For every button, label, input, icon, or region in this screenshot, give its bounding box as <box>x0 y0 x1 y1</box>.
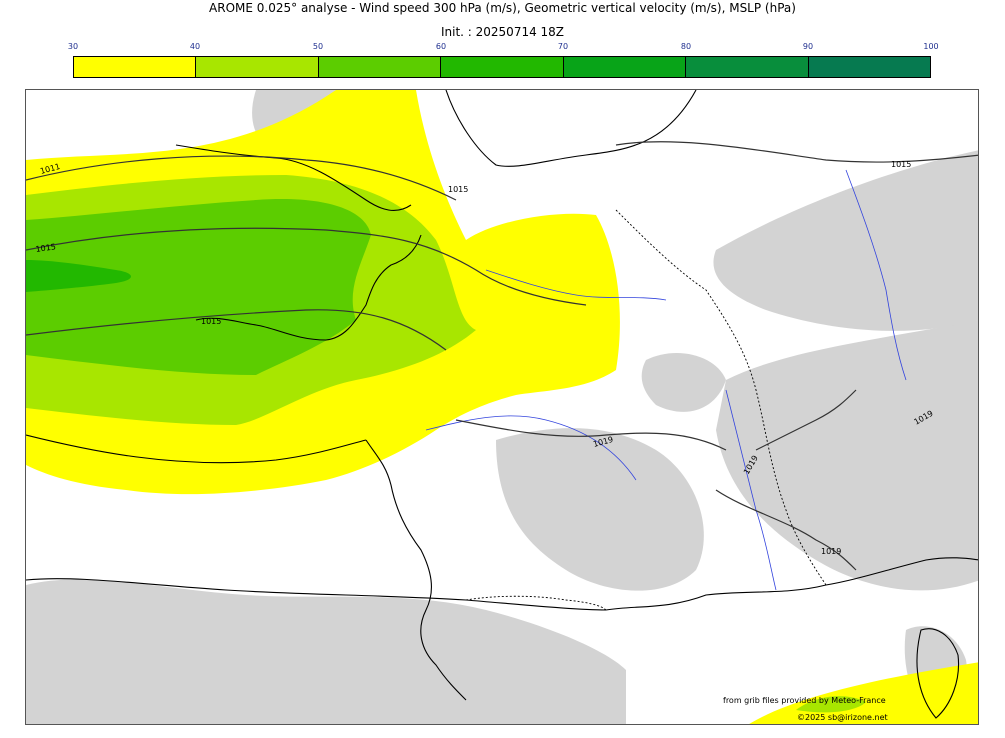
isobar-1019-b <box>715 489 857 571</box>
river-seine <box>485 269 667 301</box>
coastline-mediterranean <box>605 557 978 611</box>
river-loire <box>425 415 637 481</box>
isobar-label-1015-brittany: 1015 <box>201 317 221 326</box>
colorbar-tick-70: 70 <box>557 42 569 51</box>
coastline-atlantic <box>365 439 467 701</box>
coastline-channel-south <box>195 234 422 341</box>
rivers <box>425 169 907 591</box>
country-borders <box>465 209 827 611</box>
colorbar-tick-40: 40 <box>189 42 201 51</box>
isobar-1011 <box>26 155 457 201</box>
isobar-label-1015-west: 1015 <box>35 242 56 254</box>
river-rhine <box>845 169 907 381</box>
shading-massif-central <box>496 428 704 591</box>
isobar-1015-b <box>26 309 447 351</box>
colorbar-segment-90-100 <box>808 57 930 77</box>
mslp-isobars <box>26 141 978 571</box>
isobar-1015-a <box>26 227 587 306</box>
coastlines <box>26 90 978 719</box>
colorbar-tick-90: 90 <box>802 42 814 51</box>
coastline-channel-north <box>175 144 412 211</box>
colorbar-tick-30: 30 <box>67 42 79 51</box>
init-time: Init. : 20250714 18Z <box>440 25 565 39</box>
copyright-credit: ©2025 sb@irizone.net <box>797 713 888 722</box>
isobar-1019-c <box>755 389 857 451</box>
map-canvas: 1011 1015 1015 1015 1015 1019 1019 1019 … <box>26 90 978 724</box>
colorbar-segment-80-90 <box>686 57 809 77</box>
border-france-east <box>615 209 827 586</box>
wind-zone-60-70 <box>26 260 131 292</box>
colorbar-tick-50: 50 <box>312 42 324 51</box>
river-rhone <box>725 389 777 591</box>
colorbar-segment-50-60 <box>318 57 442 77</box>
shading-alps <box>716 320 978 591</box>
isobar-1019-a <box>455 419 727 451</box>
isobar-label-1019-south: 1019 <box>821 547 841 556</box>
colorbar-tick-60: 60 <box>435 42 447 51</box>
coastline-corsica <box>916 628 960 719</box>
shading-jura <box>641 352 726 412</box>
wind-speed-fill <box>26 90 978 724</box>
colorbar-segment-40-50 <box>196 57 319 77</box>
coastline-north-sea <box>445 90 697 167</box>
colorbar-segment-60-70 <box>441 57 564 77</box>
coastline-spain <box>26 578 607 611</box>
chart-title: AROME 0.025° analyse - Wind speed 300 hP… <box>209 1 796 15</box>
isobar-1015-c <box>615 141 978 163</box>
wind-zone-corsica-inner <box>796 696 866 713</box>
border-france-south <box>465 595 607 611</box>
colorbar-segment-70-80 <box>563 57 687 77</box>
isobar-labels: 1011 1015 1015 1015 1015 1019 1019 1019 … <box>35 160 935 556</box>
colorbar-tick-80: 80 <box>680 42 692 51</box>
data-source-credit: from grib files provided by Meteo-France <box>723 696 886 705</box>
colorbar-segment-30-40 <box>74 57 197 77</box>
vertical-velocity-shading <box>26 90 978 724</box>
wind-speed-colorbar <box>73 56 931 78</box>
colorbar-tick-100: 100 <box>923 42 939 51</box>
weather-map: 1011 1015 1015 1015 1015 1019 1019 1019 … <box>25 89 979 725</box>
coastline-bay <box>26 434 367 464</box>
shading-north-east <box>713 150 978 331</box>
isobar-label-1015-center: 1015 <box>448 185 468 194</box>
shading-pyrenees <box>26 579 626 724</box>
isobar-label-1015-east: 1015 <box>891 160 911 169</box>
wind-zone-50-60 <box>26 199 371 375</box>
